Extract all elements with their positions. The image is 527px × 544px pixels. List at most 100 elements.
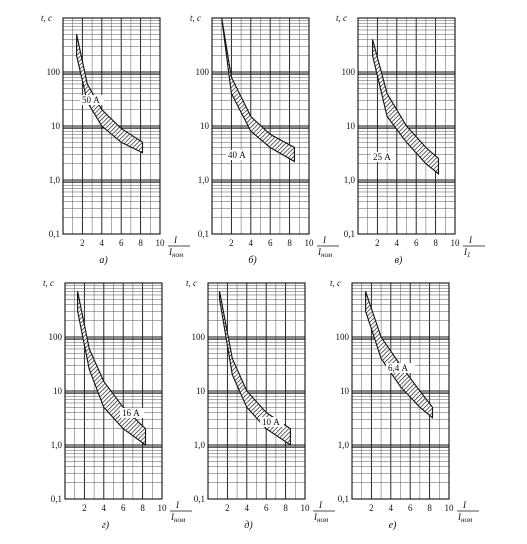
y-axis-label: t, c <box>336 13 347 23</box>
y-tick-label: 100 <box>336 332 350 342</box>
x-tick-label: 6 <box>408 503 413 513</box>
x-tick-label: 4 <box>100 238 105 248</box>
x-axis-label-subscript: ном <box>321 251 333 259</box>
rated-current-label-bg <box>386 363 415 373</box>
x-tick-label: 6 <box>264 503 269 513</box>
panel-label: б) <box>248 255 257 266</box>
plot-frame <box>207 282 306 500</box>
x-axis-label-denominator: Iном <box>317 247 333 259</box>
x-tick-label: 4 <box>395 238 400 248</box>
x-tick-label: 8 <box>287 238 292 248</box>
x-axis-label-numerator: I <box>462 500 467 510</box>
plot-frame <box>62 17 161 235</box>
panel-label: в) <box>395 255 403 266</box>
panel-label: д) <box>244 520 253 531</box>
rated-current-label-bg <box>260 417 284 427</box>
y-axis-label: t, c <box>330 278 341 288</box>
y-tick-label: 1,0 <box>49 175 61 185</box>
x-axis-label-subscript: ном <box>317 516 329 524</box>
chart-panel-4: 0,1 1,0 10 100 2 4 6 8 10 t, c I Iном г) 16 А <box>43 278 192 531</box>
y-tick-label: 1,0 <box>198 175 210 185</box>
panel-label: а) <box>99 255 108 266</box>
rated-current-label: 10 А <box>262 417 280 427</box>
x-tick-label: 6 <box>121 503 126 513</box>
y-axis-label: t, c <box>41 13 52 23</box>
x-tick-label: 6 <box>414 238 419 248</box>
x-tick-label: 4 <box>245 503 250 513</box>
x-tick-label: 4 <box>249 238 254 248</box>
x-axis-label-subscript: ном <box>172 251 184 259</box>
panel-label: г) <box>102 520 110 531</box>
y-tick-label: 10 <box>196 386 206 396</box>
rated-current-label-bg <box>80 95 104 105</box>
time-current-band <box>372 39 440 175</box>
y-tick-label: 1,0 <box>194 440 206 450</box>
y-tick-label: 10 <box>51 121 61 131</box>
rated-current-label: 40 А <box>228 150 246 160</box>
x-tick-label: 2 <box>229 238 234 248</box>
y-tick-label: 100 <box>342 67 356 77</box>
x-axis-label-denominator: I1 <box>463 247 471 259</box>
x-axis-label-numerator: I <box>468 235 473 245</box>
y-tick-label: 100 <box>49 332 63 342</box>
x-tick-label: 8 <box>140 503 145 513</box>
x-tick-label: 10 <box>156 238 166 248</box>
chart-panel-5: 0,1 1,0 10 100 2 4 6 8 10 t, c I Iном д) 10 А <box>186 278 335 531</box>
time-current-band <box>221 17 295 163</box>
y-axis-label: t, c <box>186 278 197 288</box>
x-tick-label: 2 <box>80 238 85 248</box>
x-axis-label-denominator: Iном <box>313 512 329 524</box>
x-tick-label: 2 <box>375 238 380 248</box>
plot-frame <box>351 282 450 500</box>
chart-panel-2: 0,1 1,0 10 100 2 4 6 8 10 t, c I Iном б) 40 А <box>190 13 339 266</box>
x-axis-label-numerator: I <box>318 500 323 510</box>
x-tick-label: 6 <box>268 238 273 248</box>
x-tick-label: 4 <box>389 503 394 513</box>
time-current-band <box>365 291 434 419</box>
x-tick-label: 10 <box>445 503 455 513</box>
y-tick-label: 0,1 <box>51 494 62 504</box>
x-tick-label: 10 <box>301 503 311 513</box>
y-tick-label: 0,1 <box>194 494 205 504</box>
x-tick-label: 2 <box>225 503 230 513</box>
chart-panel-3: 0,1 1,0 10 100 2 4 6 8 10 t, c I I1 в) 25 А <box>336 13 485 266</box>
x-tick-label: 6 <box>119 238 124 248</box>
rated-current-label-bg <box>226 150 250 160</box>
x-tick-label: 8 <box>283 503 288 513</box>
time-current-band <box>77 291 147 447</box>
y-axis-label: t, c <box>190 13 201 23</box>
y-tick-label: 0,1 <box>338 494 349 504</box>
x-tick-label: 8 <box>138 238 143 248</box>
rated-current-label: 6,4 А <box>388 363 409 373</box>
x-tick-label: 8 <box>433 238 438 248</box>
x-axis-label-subscript: ном <box>174 516 186 524</box>
x-axis-label-numerator: I <box>175 500 180 510</box>
y-tick-label: 100 <box>47 67 61 77</box>
rated-current-label: 16 А <box>122 408 140 418</box>
x-tick-label: 2 <box>369 503 374 513</box>
x-tick-label: 10 <box>158 503 168 513</box>
plot-frame <box>357 17 456 235</box>
y-tick-label: 1,0 <box>344 175 356 185</box>
y-tick-label: 100 <box>192 332 206 342</box>
x-axis-label-numerator: I <box>173 235 178 245</box>
y-axis-label: t, c <box>43 278 54 288</box>
y-tick-label: 10 <box>346 121 356 131</box>
x-tick-label: 10 <box>305 238 315 248</box>
y-tick-label: 1,0 <box>338 440 350 450</box>
y-tick-label: 10 <box>340 386 350 396</box>
x-tick-label: 4 <box>102 503 107 513</box>
x-axis-label-denominator: Iном <box>457 512 473 524</box>
chart-panel-1: 0,1 1,0 10 100 2 4 6 8 10 t, c I Iном а) 50 А <box>41 13 190 266</box>
plot-frame <box>211 17 310 235</box>
x-axis-label-numerator: I <box>322 235 327 245</box>
y-tick-label: 0,1 <box>49 229 60 239</box>
rated-current-label: 50 А <box>82 95 100 105</box>
x-tick-label: 2 <box>82 503 87 513</box>
chart-panel-6: 0,1 1,0 10 100 2 4 6 8 10 t, c I Iном е) 6,4 А <box>330 278 479 531</box>
time-current-band <box>219 291 291 447</box>
rated-current-label-bg <box>371 152 395 162</box>
y-tick-label: 100 <box>196 67 210 77</box>
x-axis-label-denominator: Iном <box>170 512 186 524</box>
